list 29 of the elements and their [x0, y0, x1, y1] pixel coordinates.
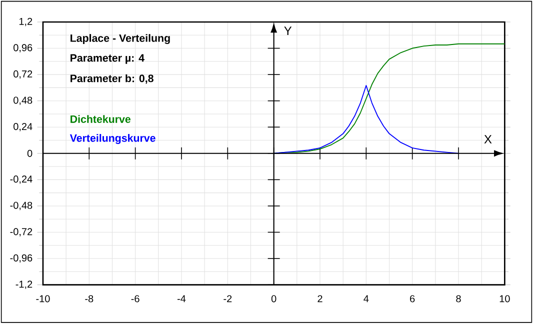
annotation: Parameter µ: 4: [70, 54, 144, 64]
text: Dichtekurve: [70, 115, 130, 124]
x-tick-label: -2: [224, 295, 232, 302]
x-tick-label: -4: [177, 295, 186, 302]
y-tick-label: 1,2: [19, 18, 32, 26]
x-tick-label: 10: [500, 295, 510, 302]
y-tick-label: -0,96: [10, 254, 32, 263]
y-tick-label: -0,72: [10, 228, 32, 236]
x-tick-label: 6: [410, 295, 415, 302]
x-tick-label: -8: [85, 295, 94, 302]
text: Verteilungskurve: [70, 134, 156, 144]
y-tick-label: -1,2: [16, 280, 32, 290]
annotation: Laplace - Verteilung: [70, 34, 170, 44]
x-tick-label: -6: [131, 295, 140, 302]
x-tick-label: -10: [36, 295, 50, 302]
y-tick-label: -0,48: [10, 202, 32, 210]
y-tick-label: 0,24: [14, 123, 32, 132]
y-tick-label: -0,24: [10, 176, 32, 184]
y-tick-label: 0,72: [14, 70, 32, 79]
x-tick-label: 8: [456, 295, 461, 302]
x-axis-title: X: [484, 135, 492, 144]
y-axis-title: Y: [284, 26, 292, 36]
x-tick-label: 0: [271, 295, 276, 302]
y-tick-label: 0: [27, 150, 32, 158]
x-tick-label: 4: [364, 295, 369, 302]
y-tick-label: 0,48: [14, 96, 32, 106]
annotation: Parameter b: 0,8: [70, 74, 154, 84]
y-tick-label: 0,96: [14, 44, 32, 52]
x-tick-label: 2: [318, 295, 322, 302]
